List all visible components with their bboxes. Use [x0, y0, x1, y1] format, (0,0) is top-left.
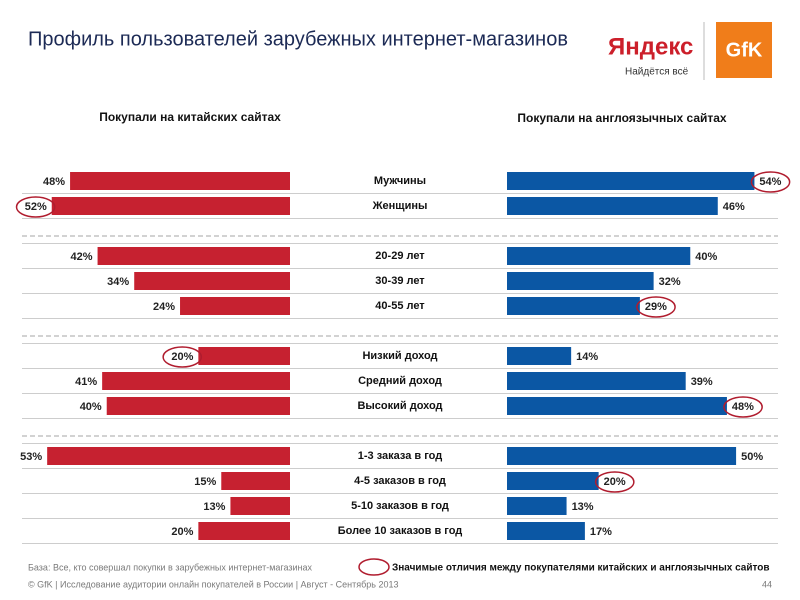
bar — [507, 372, 686, 390]
yandex-logo: Яндекс — [608, 33, 693, 60]
highlight-circle — [723, 396, 763, 418]
bar — [507, 347, 572, 365]
value-label: 20% — [604, 476, 626, 488]
value-label: 32% — [659, 276, 681, 288]
value-label: 54% — [759, 176, 781, 188]
highlight-circle — [15, 196, 56, 218]
value-label: 40% — [80, 401, 102, 413]
category-label: 4-5 заказов в год — [354, 475, 446, 487]
category-label: Низкий доход — [362, 350, 437, 362]
bar — [507, 472, 599, 490]
bar — [507, 197, 718, 215]
bar — [507, 522, 585, 540]
bar — [97, 247, 291, 265]
category-label: 30-39 лет — [375, 275, 425, 287]
bar — [507, 497, 567, 515]
value-label: 13% — [572, 501, 594, 513]
value-label: 20% — [171, 526, 193, 538]
bar — [507, 272, 654, 290]
footer: © GfK | Исследование аудитории онлайн по… — [28, 579, 398, 589]
bar — [70, 172, 290, 190]
bar — [51, 197, 290, 215]
gfk-logo-box — [716, 22, 772, 78]
value-label: 42% — [71, 251, 93, 263]
value-label: 52% — [25, 201, 47, 213]
value-label: 17% — [590, 526, 612, 538]
value-label: 46% — [723, 201, 745, 213]
highlight-circle — [636, 296, 676, 318]
bar — [198, 347, 290, 365]
value-label: 24% — [153, 301, 175, 313]
bar — [507, 297, 640, 315]
category-label: Высокий доход — [357, 400, 442, 412]
legend-circle — [358, 558, 390, 576]
page-number: 44 — [762, 579, 772, 589]
bar — [47, 447, 290, 465]
left-panel-title: Покупали на китайских сайтах — [99, 110, 281, 124]
category-label: 40-55 лет — [375, 300, 425, 312]
highlight-circle — [750, 171, 791, 193]
category-label: Более 10 заказов в год — [338, 525, 463, 537]
bar — [102, 372, 291, 390]
category-label: Мужчины — [374, 175, 426, 187]
value-label: 48% — [43, 176, 65, 188]
value-label: 53% — [20, 451, 42, 463]
value-label: 39% — [691, 376, 713, 388]
bar — [507, 447, 737, 465]
bar — [507, 172, 755, 190]
bar — [198, 522, 290, 540]
value-label: 50% — [741, 451, 763, 463]
category-label: 1-3 заказа в год — [358, 450, 442, 462]
bar — [507, 247, 691, 265]
bar — [221, 472, 290, 490]
chart-title: Профиль пользователей зарубежных интерне… — [28, 28, 568, 50]
value-label: 13% — [203, 501, 225, 513]
bar — [230, 497, 290, 515]
bar — [106, 397, 291, 415]
highlight-circle — [162, 346, 203, 368]
gfk-logo: GfK — [726, 39, 763, 61]
value-label: 20% — [171, 351, 193, 363]
category-label: 20-29 лет — [375, 250, 425, 262]
value-label: 40% — [695, 251, 717, 263]
yandex-slogan: Найдётся всё — [625, 67, 689, 78]
value-label: 14% — [576, 351, 598, 363]
base-note: База: Все, кто совершал покупки в зарубе… — [28, 562, 313, 572]
bar — [180, 297, 290, 315]
value-label: 34% — [107, 276, 129, 288]
value-label: 48% — [732, 401, 754, 413]
legend-text: Значимые отличия между покупателями кита… — [392, 563, 770, 574]
bar — [134, 272, 290, 290]
highlight-circle — [594, 471, 635, 493]
category-label: Средний доход — [358, 375, 442, 387]
category-label: 5-10 заказов в год — [351, 500, 449, 512]
right-panel-title: Покупали на англоязычных сайтах — [517, 111, 727, 125]
bar — [507, 397, 727, 415]
category-label: Женщины — [372, 200, 428, 212]
value-label: 29% — [645, 301, 667, 313]
value-label: 41% — [75, 376, 97, 388]
value-label: 15% — [194, 476, 216, 488]
